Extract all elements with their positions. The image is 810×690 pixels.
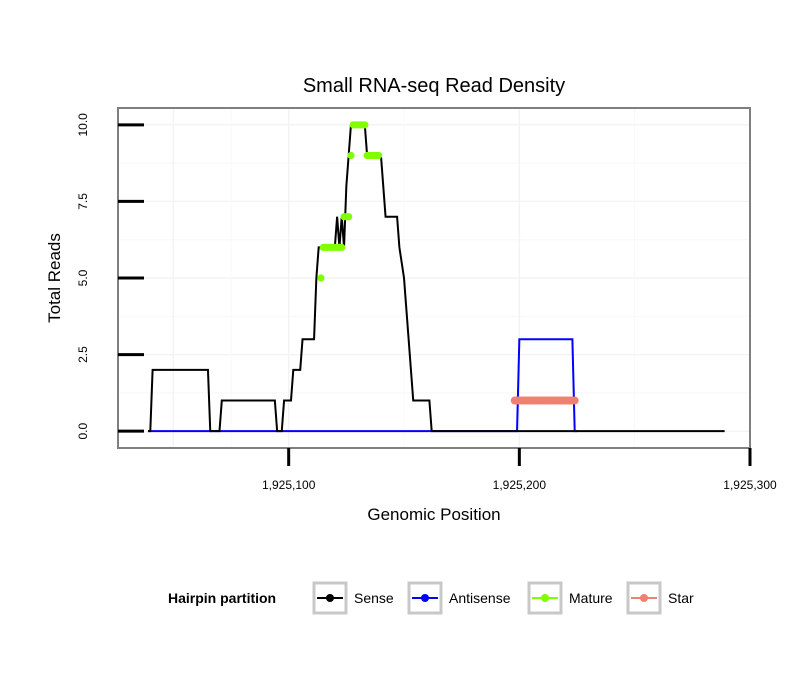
chart-title: Small RNA-seq Read Density (303, 75, 565, 97)
y-axis-title: Total Reads (45, 233, 64, 323)
x-tick-label: 1,925,200 (493, 478, 547, 492)
legend-title: Hairpin partition (168, 590, 276, 606)
grid (118, 108, 751, 448)
data-point-mature (361, 121, 369, 129)
legend: Hairpin partition Sense Antisense Mature St… (168, 581, 694, 615)
y-tick-label: 7.5 (76, 193, 90, 210)
legend-label: Sense (354, 590, 394, 606)
y-tick-label: 10.0 (76, 113, 90, 137)
axes: 0.0 2.5 5.0 7.5 10.0 1,925,100 1,925,200 1,925,… (76, 113, 777, 492)
legend-label: Antisense (449, 590, 511, 606)
y-tick-label: 0.0 (76, 422, 90, 439)
data-point-mature (375, 151, 383, 160)
legend-key-dot (326, 594, 334, 602)
x-tick-label: 1,925,300 (723, 478, 777, 492)
legend-item-mature: Mature (527, 581, 613, 615)
data-point-mature (345, 213, 353, 221)
legend-label: Mature (569, 590, 613, 606)
data-point-star (570, 396, 579, 405)
y-tick-label: 2.5 (76, 346, 90, 363)
y-tick-label: 5.0 (76, 269, 90, 286)
plot-area (147, 121, 725, 433)
data-point-mature (317, 274, 325, 282)
data-point-mature (347, 151, 355, 160)
x-axis-title: Genomic Position (367, 505, 500, 524)
legend-key-dot (541, 594, 549, 602)
legend-key-dot (421, 594, 429, 602)
data-point-mature (338, 243, 346, 251)
legend-label: Star (668, 590, 694, 606)
series-line-antisense (147, 338, 578, 433)
legend-item-antisense: Antisense (407, 581, 511, 615)
legend-item-sense: Sense (312, 581, 394, 615)
legend-item-star: Star (626, 581, 694, 615)
legend-key-dot (640, 594, 648, 602)
x-tick-label: 1,925,100 (262, 478, 316, 492)
